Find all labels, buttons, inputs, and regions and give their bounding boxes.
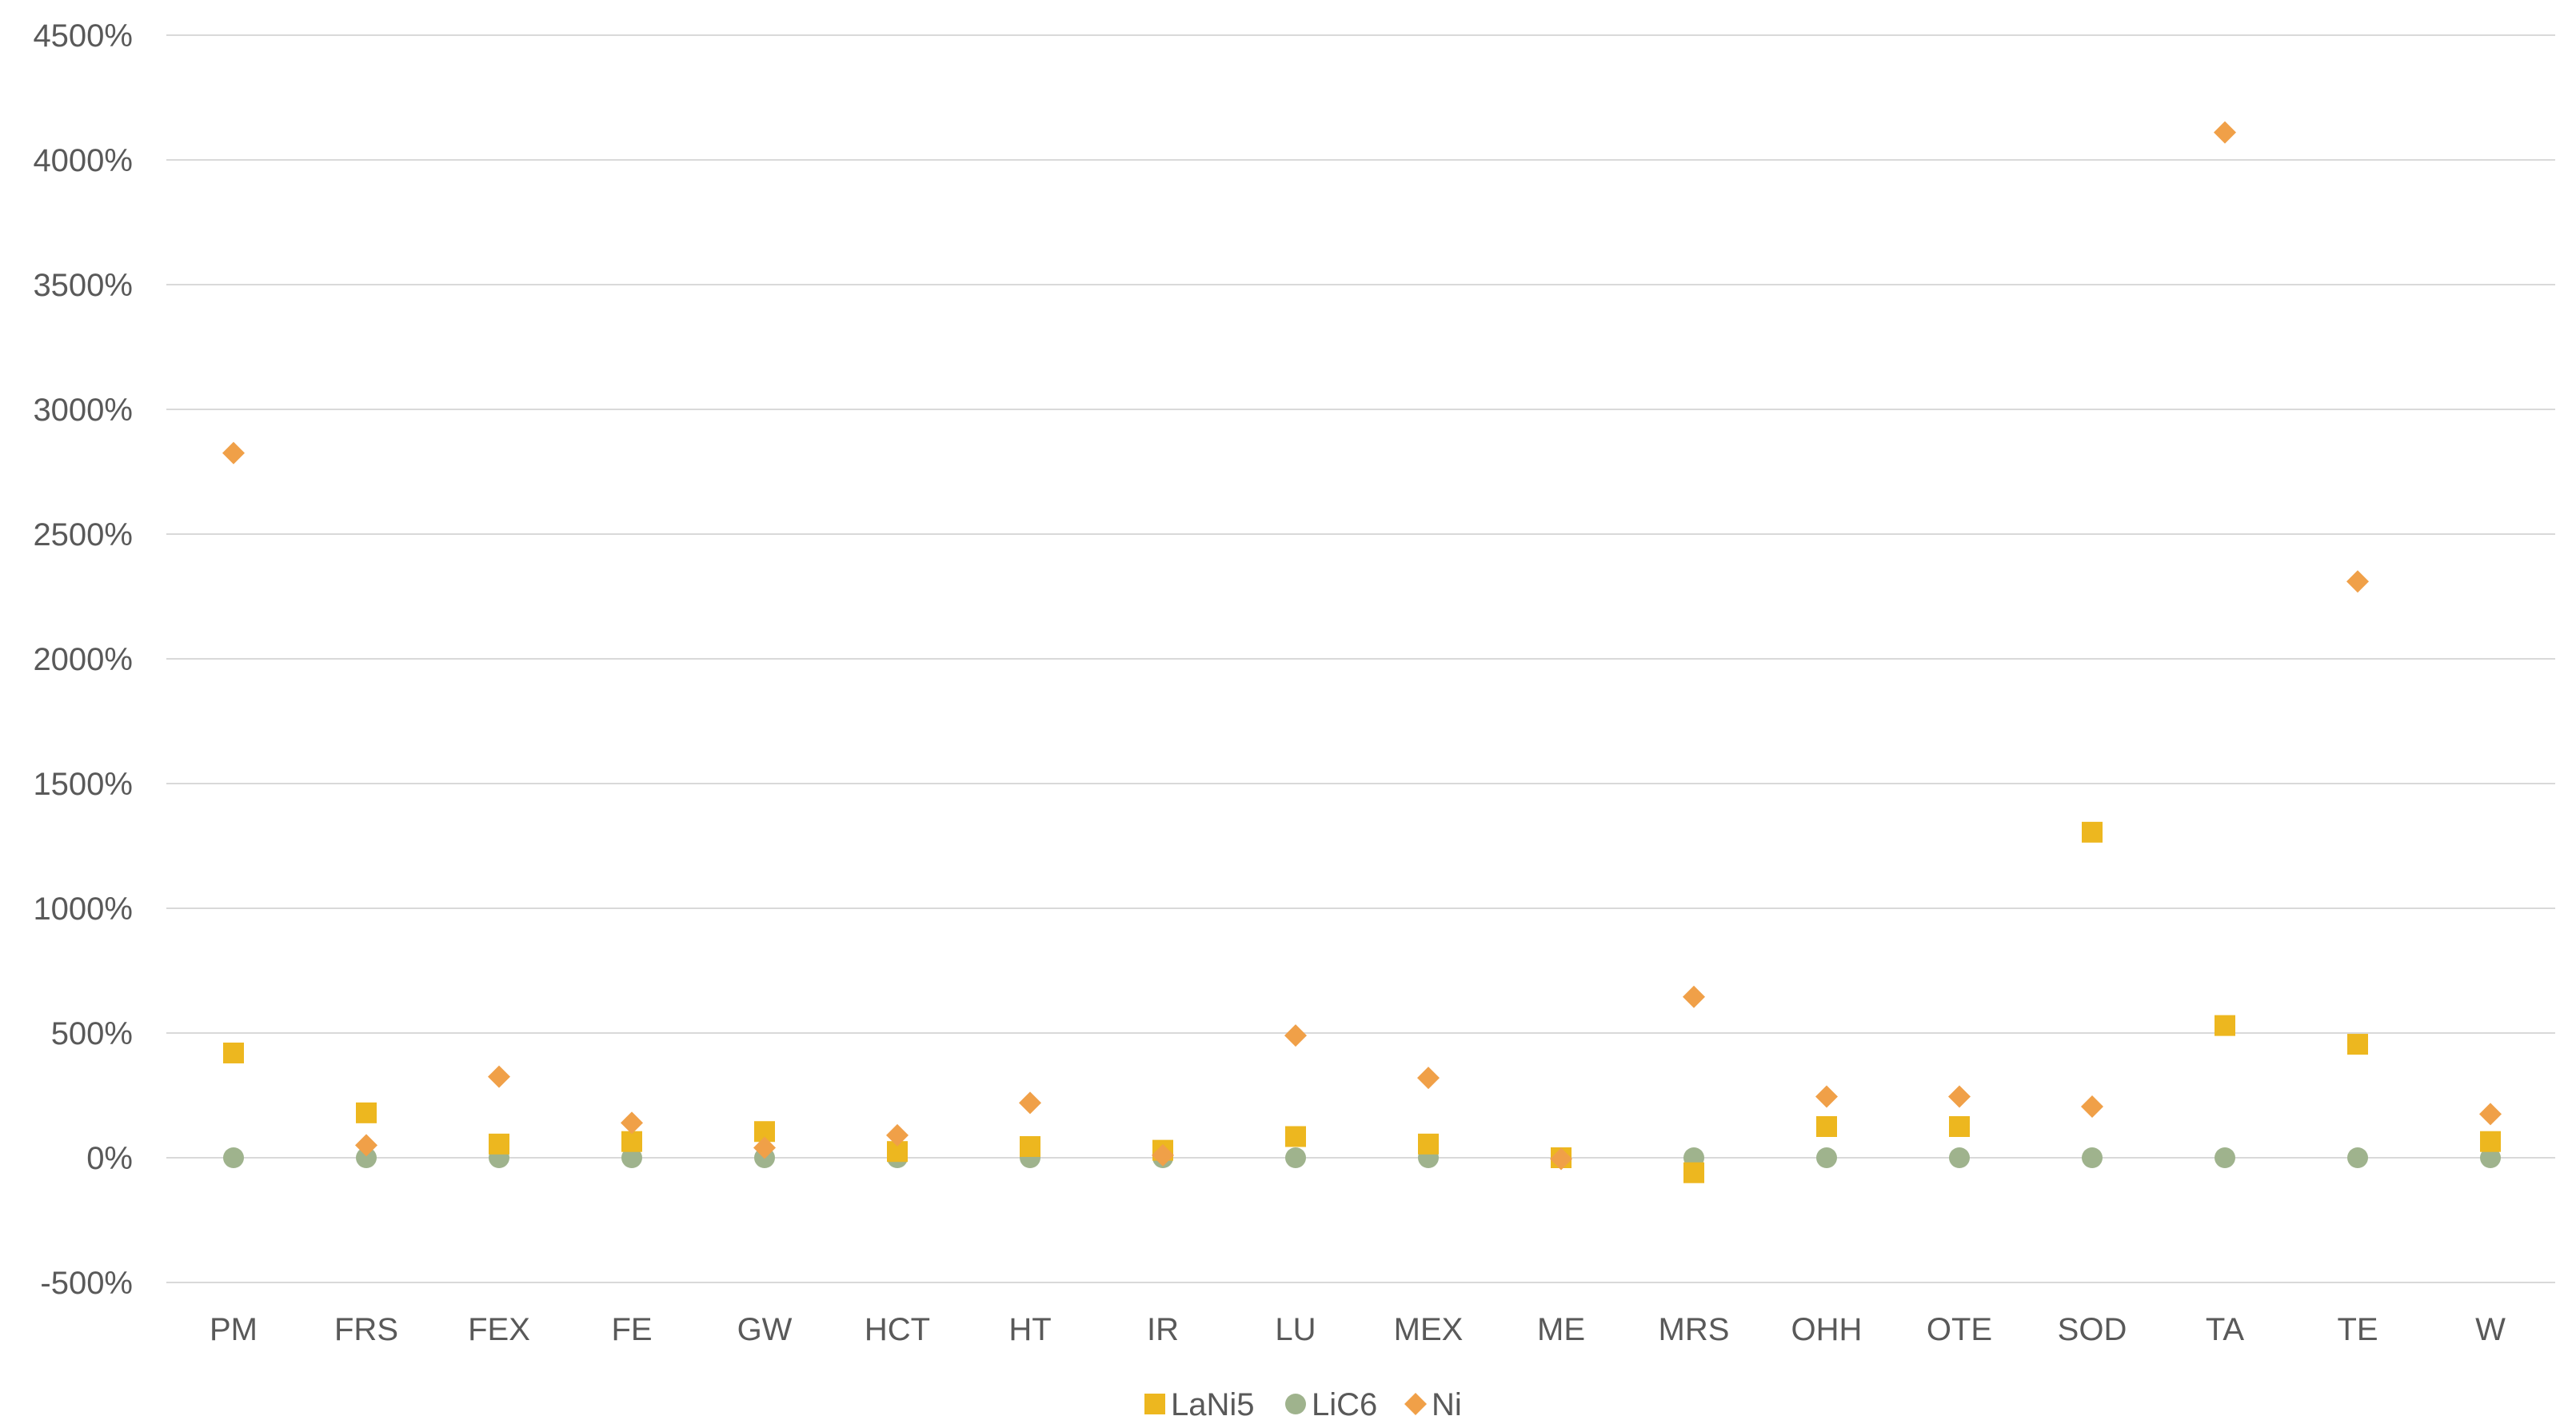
data-point (223, 1042, 244, 1063)
data-point (1948, 1085, 1971, 1108)
x-tick-label: GW (737, 1312, 793, 1347)
data-point (2347, 1034, 2368, 1055)
data-point (1683, 985, 1705, 1008)
data-point (489, 1133, 509, 1155)
data-point (2082, 821, 2103, 843)
x-tick-label: W (2475, 1312, 2506, 1347)
data-point (1020, 1135, 1040, 1157)
data-point (488, 1065, 510, 1088)
data-point (2347, 1147, 2368, 1168)
data-point (1418, 1133, 1439, 1155)
data-point (2081, 1095, 2103, 1119)
x-tick-label: LU (1275, 1312, 1316, 1347)
x-tick-label: HT (1008, 1312, 1051, 1347)
data-point (2214, 121, 2236, 144)
data-point (886, 1123, 909, 1147)
data-point (1683, 1162, 1704, 1183)
legend: LaNi5 LiC6 Ni (1144, 1387, 1462, 1422)
x-tick-label: OHH (1791, 1312, 1863, 1347)
data-point (223, 1147, 244, 1168)
data-point (2215, 1015, 2235, 1036)
data-point (621, 1131, 642, 1152)
legend-item-ni: Ni (1404, 1387, 1462, 1422)
legend-label: LiC6 (1312, 1387, 1377, 1422)
data-point (355, 1134, 377, 1157)
legend-item-lani5: LaNi5 (1144, 1387, 1255, 1422)
data-point (1816, 1116, 1837, 1137)
x-tick-label: FEX (468, 1312, 530, 1347)
y-tick-label: 1500% (33, 767, 133, 802)
data-point (1152, 1143, 1174, 1167)
data-point (753, 1136, 776, 1159)
series-ni (222, 121, 2502, 1171)
y-tick-label: 1000% (33, 891, 133, 927)
x-tick-label: HCT (865, 1312, 930, 1347)
data-points (222, 121, 2502, 1183)
data-point (1949, 1147, 1970, 1168)
y-tick-label: 500% (51, 1016, 133, 1051)
y-axis-tick-labels: -500% 0% 500% 1000% 1500% 2000% 2500% 3000% 3500… (33, 18, 133, 1301)
data-point (1816, 1147, 1837, 1168)
data-point (1284, 1024, 1307, 1047)
x-tick-label: IR (1147, 1312, 1179, 1347)
data-point (2346, 570, 2369, 593)
y-tick-label: 4000% (33, 143, 133, 178)
legend-marker (1144, 1394, 1165, 1414)
data-point (1285, 1147, 1306, 1168)
data-point (2479, 1103, 2502, 1126)
x-tick-label: FRS (334, 1312, 398, 1347)
y-tick-label: -500% (40, 1266, 133, 1301)
legend-item-lic6: LiC6 (1285, 1387, 1377, 1422)
x-tick-label: SOD (2058, 1312, 2127, 1347)
x-tick-label: PM (210, 1312, 258, 1347)
x-tick-label: TA (2206, 1312, 2244, 1347)
y-tick-label: 0% (86, 1141, 133, 1176)
data-point (1550, 1147, 1572, 1171)
x-tick-label: TE (2337, 1312, 2378, 1347)
legend-marker (1404, 1393, 1427, 1415)
data-point (1417, 1067, 1440, 1090)
data-point (1815, 1085, 1838, 1108)
data-point (2082, 1147, 2103, 1168)
legend-label: Ni (1432, 1387, 1462, 1422)
legend-marker (1285, 1394, 1306, 1414)
x-axis-tick-labels: PM FRS FEX FE GW HCT HT IR LU MEX ME MRS OHH OTE SOD TA… (210, 1312, 2506, 1347)
data-point (1019, 1091, 1041, 1115)
series-lani5 (223, 821, 2501, 1183)
data-point (2480, 1147, 2501, 1168)
gridlines (166, 34, 2555, 1283)
data-point (222, 441, 245, 465)
y-tick-label: 4500% (33, 18, 133, 54)
legend-label: LaNi5 (1171, 1387, 1255, 1422)
data-point (2480, 1131, 2501, 1152)
y-tick-label: 2500% (33, 517, 133, 552)
data-point (621, 1111, 643, 1135)
data-point (356, 1102, 377, 1123)
y-tick-label: 3000% (33, 393, 133, 428)
data-point (1949, 1116, 1970, 1137)
data-point (2215, 1147, 2235, 1168)
data-point (1285, 1126, 1306, 1147)
data-point (621, 1147, 642, 1168)
x-tick-label: OTE (1927, 1312, 1992, 1347)
x-tick-label: FE (611, 1312, 652, 1347)
x-tick-label: ME (1537, 1312, 1585, 1347)
x-tick-label: MEX (1394, 1312, 1464, 1347)
y-tick-label: 2000% (33, 642, 133, 677)
x-tick-label: MRS (1659, 1312, 1730, 1347)
y-tick-label: 3500% (33, 268, 133, 303)
data-point (356, 1147, 377, 1168)
